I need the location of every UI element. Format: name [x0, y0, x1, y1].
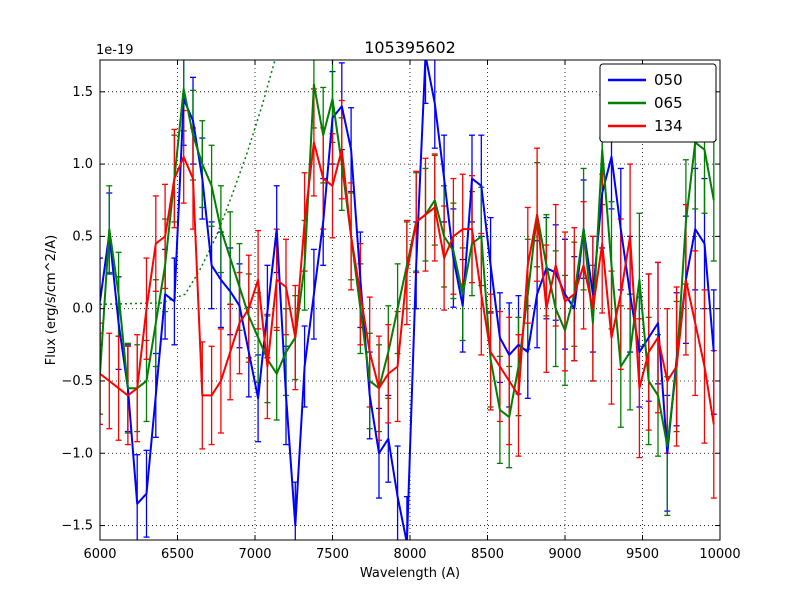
- y-tick-label: 0.0: [72, 302, 93, 317]
- x-tick-label: 8500: [471, 547, 504, 562]
- legend-box: [599, 63, 717, 143]
- axes-frame: 6000 6500 7000 7500 8000 8500 9000 9500 10000 −1.…: [61, 59, 741, 562]
- x-axis-label: Wavelength (A): [360, 566, 460, 581]
- y-axis-offset-text: 1e-19: [96, 43, 134, 58]
- dotted-reference-curve: [100, 60, 276, 306]
- y-axis-label: Flux (erg/s/cm^2/A): [44, 235, 59, 365]
- x-tick-label: 6500: [161, 547, 194, 562]
- y-tick-label: −1.0: [61, 446, 93, 461]
- series-errorbars-134: [100, 88, 717, 499]
- ticks: [99, 60, 721, 540]
- x-tick-label: 9500: [626, 547, 659, 562]
- x-tick-label: 7500: [316, 547, 349, 562]
- y-tick-label: −0.5: [61, 374, 93, 389]
- series-line-065: [100, 83, 715, 448]
- x-tick-label: 10000: [699, 547, 740, 562]
- y-tick-label: −1.5: [61, 519, 93, 534]
- x-tick-label: 9000: [548, 547, 581, 562]
- data-layer: [100, 60, 717, 540]
- x-tick-label: 6000: [83, 547, 116, 562]
- y-tick-label: 0.5: [72, 229, 93, 244]
- legend-line-samples: [608, 78, 646, 128]
- chart-title: 105395602: [364, 38, 456, 57]
- y-tick-label: 1.0: [72, 157, 93, 172]
- series-line-050: [100, 60, 715, 540]
- y-tick-label: 1.5: [72, 85, 93, 100]
- legend: 050 065 134: [599, 63, 717, 143]
- legend-label-050: 050: [654, 71, 683, 89]
- series-line-134: [100, 141, 715, 425]
- x-tick-label: 8000: [393, 547, 426, 562]
- legend-label-134: 134: [654, 117, 683, 135]
- x-tick-label: 7000: [238, 547, 271, 562]
- legend-label-065: 065: [654, 94, 683, 112]
